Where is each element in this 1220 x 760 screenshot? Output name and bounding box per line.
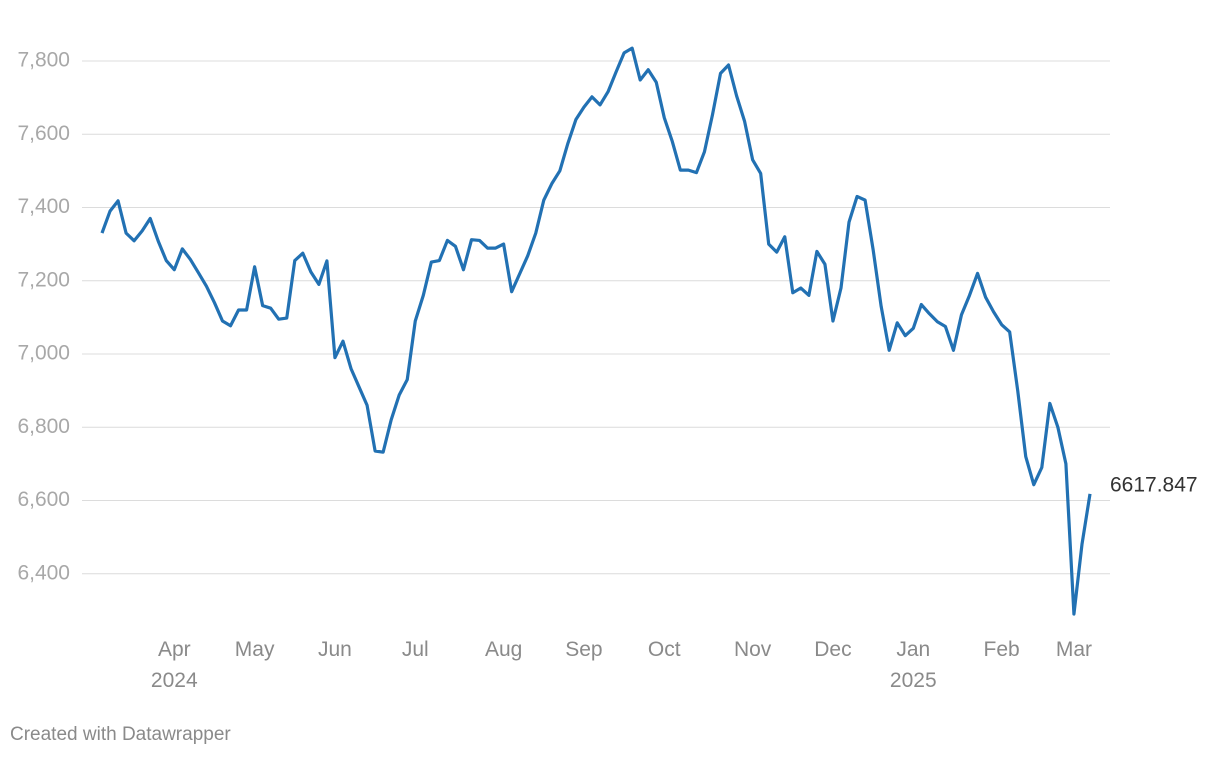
y-tick-label: 6,800 [17, 415, 70, 438]
x-tick-label: Sep [565, 638, 603, 661]
end-value-label: 6617.847 [1110, 473, 1198, 496]
y-tick-label: 7,000 [17, 342, 70, 365]
y-tick-label: 7,800 [17, 48, 70, 71]
y-tick-label: 7,400 [17, 195, 70, 218]
y-tick-label: 7,200 [17, 268, 70, 291]
credit: Created with Datawrapper [10, 724, 231, 745]
x-tick-label: Jun [318, 638, 352, 661]
y-tick-label: 6,600 [17, 488, 70, 511]
x-tick-label: Aug [484, 638, 523, 661]
x-tick-label: May [234, 638, 275, 661]
y-tick-label: 7,600 [17, 122, 70, 145]
x-tick-label: Jul [401, 638, 429, 661]
x-tick-label: Feb [983, 638, 1020, 661]
y-tick-label: 6,400 [17, 561, 70, 584]
line [100, 46, 1092, 616]
x-tick-label: Apr 2024 [150, 638, 198, 692]
x-tick-label: Nov [733, 638, 772, 661]
x-tick-label: Jan 2025 [889, 638, 937, 692]
x-tick-label: Oct [647, 638, 681, 661]
x-tick-label: Dec [814, 638, 852, 661]
x-tick-label: Mar [1055, 638, 1092, 661]
